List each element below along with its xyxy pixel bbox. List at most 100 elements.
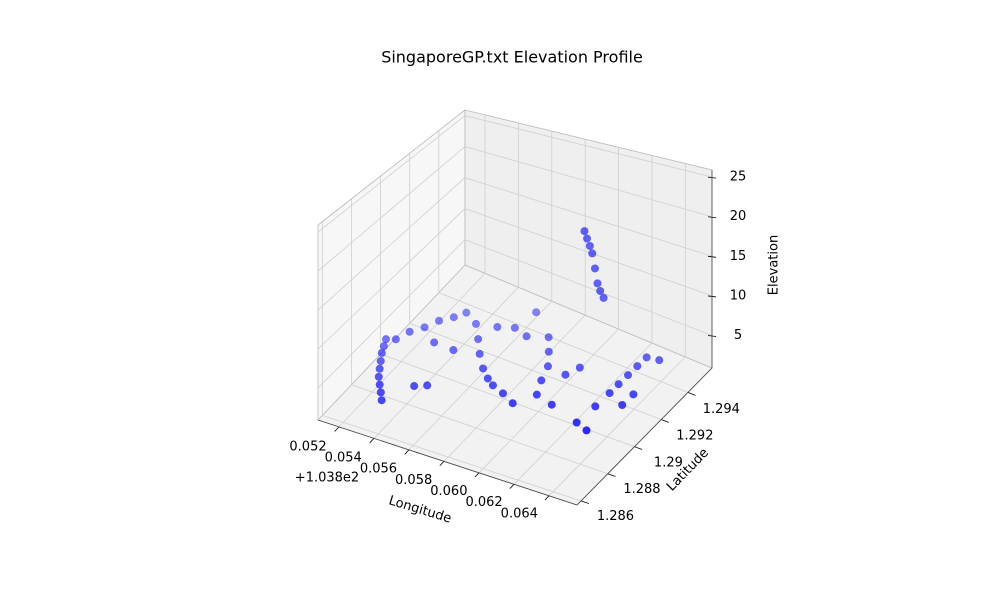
- point: [605, 389, 614, 398]
- point: [593, 279, 602, 288]
- point: [590, 264, 599, 273]
- grid-line: [478, 328, 619, 474]
- tick-mark: [634, 446, 643, 450]
- point: [375, 364, 384, 373]
- point: [580, 227, 589, 236]
- grid-line: [513, 342, 653, 485]
- tick-mark: [580, 500, 589, 504]
- z-axis-label: Elevation: [767, 235, 782, 295]
- z-tick-label: 25: [730, 170, 747, 185]
- grid-line: [464, 239, 713, 336]
- point: [449, 313, 458, 322]
- tick-mark: [687, 392, 696, 396]
- point: [471, 319, 480, 328]
- point: [498, 389, 507, 398]
- point: [543, 362, 552, 371]
- point: [449, 346, 458, 355]
- y-tick-label: 1.292: [676, 429, 713, 444]
- point: [376, 388, 385, 397]
- grid-line: [548, 356, 686, 497]
- tick-mark: [439, 461, 445, 467]
- grid-line: [317, 177, 466, 311]
- point: [479, 364, 488, 373]
- z-tick-label: 15: [730, 249, 747, 264]
- chart-title: SingaporeGP.txt Elevation Profile: [381, 48, 643, 67]
- z-tick-label: 20: [730, 209, 747, 224]
- point: [493, 322, 502, 331]
- point: [391, 335, 400, 344]
- x-offset-label: +1.038e2: [295, 471, 359, 486]
- point: [629, 390, 638, 399]
- z-tick-label: 5: [734, 328, 742, 343]
- point: [547, 400, 556, 409]
- x-tick-label: 0.052: [289, 439, 326, 454]
- tick-mark: [544, 495, 550, 501]
- tick-mark: [404, 449, 410, 455]
- point: [375, 380, 384, 389]
- point: [655, 356, 664, 365]
- point: [410, 382, 419, 391]
- point: [642, 353, 651, 362]
- point: [532, 390, 541, 399]
- point: [575, 363, 584, 372]
- y-tick-label: 1.288: [623, 482, 660, 497]
- tick-mark: [474, 472, 480, 478]
- point: [624, 371, 633, 380]
- grid-line: [408, 300, 553, 451]
- point: [377, 396, 386, 405]
- tick-mark: [334, 426, 340, 432]
- x-tick-label: 0.062: [465, 495, 502, 510]
- point: [376, 357, 385, 366]
- x-tick-label: 0.058: [395, 473, 432, 488]
- point: [423, 381, 432, 390]
- point: [522, 332, 531, 341]
- tick-mark: [369, 438, 375, 444]
- grid-line: [317, 115, 466, 233]
- grid-line: [322, 415, 582, 502]
- tick-mark: [661, 419, 669, 423]
- grid-line: [317, 146, 466, 272]
- point: [591, 402, 600, 411]
- point: [585, 241, 594, 250]
- point: [382, 335, 391, 344]
- point: [537, 376, 546, 385]
- point: [544, 333, 553, 342]
- point: [583, 234, 592, 243]
- x-tick-label: 0.064: [501, 506, 538, 521]
- x-tick-label: 0.056: [360, 462, 397, 477]
- point: [420, 323, 429, 332]
- point: [462, 308, 471, 317]
- point: [544, 347, 553, 356]
- point: [379, 342, 388, 351]
- grid-line: [317, 239, 466, 389]
- point: [618, 400, 627, 409]
- z-tick-label: 10: [730, 288, 747, 303]
- point: [596, 286, 605, 295]
- point: [435, 316, 444, 325]
- point: [377, 348, 386, 357]
- point: [483, 374, 492, 383]
- x-tick-label: 0.060: [430, 484, 467, 499]
- point: [633, 362, 642, 371]
- grid-line: [464, 177, 713, 257]
- tick-mark: [607, 473, 616, 477]
- y-tick-label: 1.29: [654, 455, 683, 470]
- grid-line: [443, 314, 586, 462]
- point: [582, 426, 591, 435]
- grid-line: [351, 384, 608, 475]
- grid-line: [338, 273, 486, 428]
- point: [588, 249, 597, 258]
- point: [572, 418, 581, 427]
- point: [532, 308, 541, 317]
- tick-mark: [509, 484, 515, 489]
- point: [488, 381, 497, 390]
- axis-line: [576, 367, 713, 506]
- grid-line: [317, 208, 466, 350]
- point: [508, 399, 517, 408]
- grid-line: [464, 146, 713, 218]
- point: [510, 323, 519, 332]
- axis-line: [317, 419, 578, 506]
- point: [374, 372, 383, 381]
- point: [430, 338, 439, 347]
